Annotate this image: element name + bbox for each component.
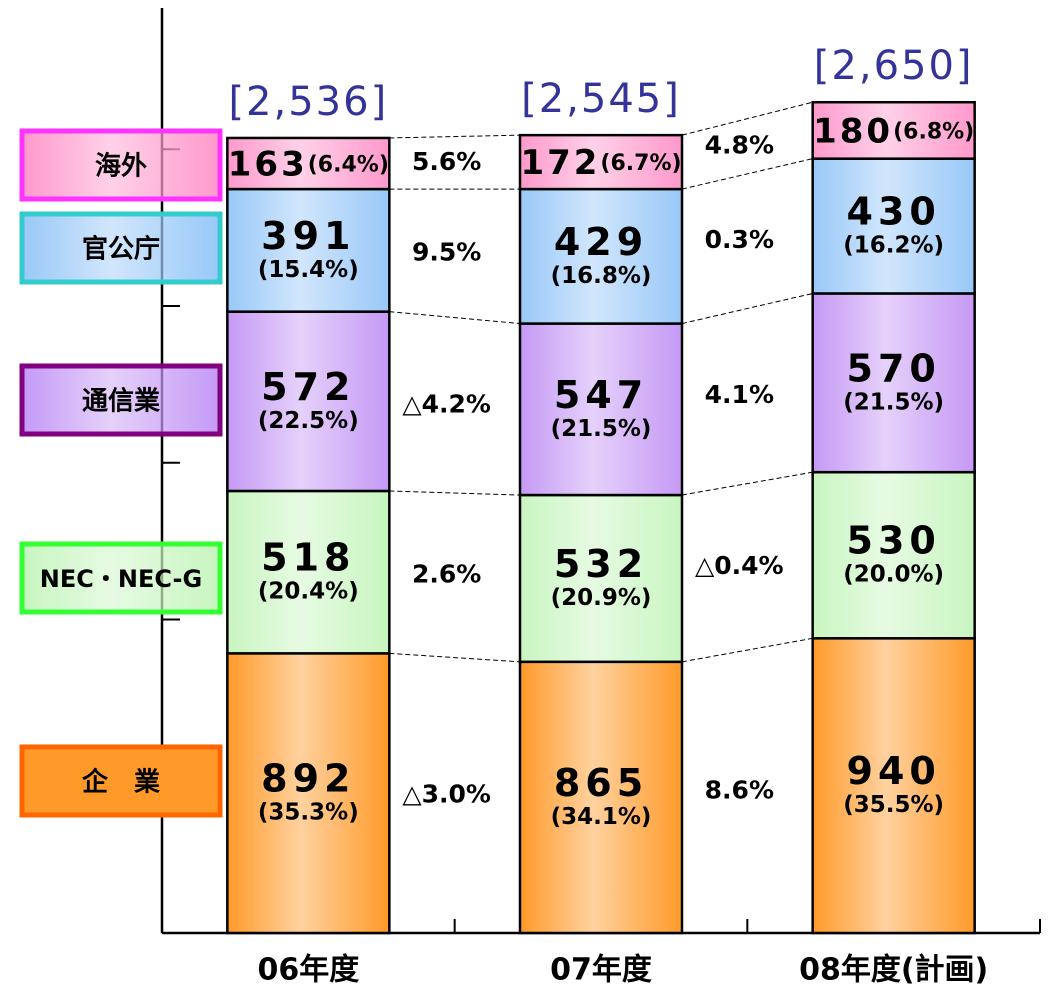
total-label: [2,650] (814, 43, 974, 89)
x-tick-label: 07年度 (550, 953, 652, 988)
value-label: 547 (554, 373, 648, 417)
share-label: (20.9%) (551, 585, 652, 611)
growth-label: △3.0% (402, 779, 491, 808)
value-label: 180 (813, 111, 893, 151)
segment-label: 172(6.7%) (520, 143, 681, 183)
bar-segment (811, 637, 976, 935)
legend-label: NEC・NEC-G (40, 565, 202, 593)
value-label: 429 (554, 220, 648, 264)
connector (389, 311, 521, 325)
share-label: (6.7%) (600, 151, 681, 176)
share-label: (20.4%) (258, 579, 359, 605)
bar-segment (226, 187, 391, 313)
legend-box (19, 128, 223, 202)
bar-segment (226, 136, 391, 191)
growth-label: 4.8% (705, 130, 774, 159)
x-tick-label: 08年度(計画) (799, 953, 988, 988)
legend-label: 海外 (95, 152, 147, 182)
connector (681, 292, 813, 325)
bar-segment (226, 310, 391, 493)
segment-label: 180(6.8%) (813, 111, 974, 151)
growth-label: 9.5% (412, 237, 481, 266)
share-label: (15.4%) (258, 257, 359, 283)
legend-box (19, 211, 223, 285)
share-label: (22.5%) (258, 408, 359, 434)
value-label: 430 (847, 190, 941, 234)
share-label: (6.4%) (308, 153, 389, 178)
legend-box (19, 363, 223, 437)
bar-segment (518, 187, 684, 325)
value-label: 532 (554, 542, 648, 586)
connector (389, 134, 521, 139)
connector (681, 637, 813, 663)
connector (681, 158, 813, 190)
value-label: 570 (847, 346, 941, 390)
share-label: (35.5%) (843, 792, 944, 818)
x-tick-label: 06年度 (257, 953, 359, 988)
value-label: 572 (261, 365, 355, 409)
connector (389, 652, 521, 663)
bar-segment (811, 292, 976, 474)
share-label: (6.8%) (893, 119, 974, 144)
growth-label: 4.1% (705, 380, 774, 409)
bar-segment (811, 157, 976, 295)
legend-box (19, 541, 223, 615)
bar-segment (811, 470, 976, 640)
value-label: 892 (261, 757, 355, 801)
value-label: 530 (847, 519, 941, 563)
growth-label: 0.3% (705, 225, 774, 254)
bar-segment (518, 133, 684, 191)
value-label: 940 (847, 749, 941, 793)
legend-label: 企 業 (82, 767, 160, 798)
bar-segment (811, 100, 976, 160)
growth-label: △0.4% (695, 551, 784, 580)
value-label: 391 (261, 214, 355, 258)
legend-box (19, 744, 223, 818)
growth-label: 2.6% (412, 559, 481, 588)
bar-segment (518, 493, 684, 664)
bar-segment (226, 652, 391, 935)
share-label: (21.5%) (843, 389, 944, 415)
value-label: 172 (520, 143, 600, 183)
segment-label: 163(6.4%) (228, 144, 389, 184)
share-label: (35.3%) (258, 800, 359, 826)
connector (389, 490, 521, 496)
share-label: (21.5%) (551, 416, 652, 442)
connector (681, 471, 813, 496)
value-label: 163 (228, 144, 308, 184)
share-label: (16.8%) (551, 263, 652, 289)
growth-label: △4.2% (402, 389, 491, 418)
growth-label: 8.6% (705, 776, 774, 805)
value-label: 865 (554, 761, 648, 805)
share-label: (34.1%) (551, 804, 652, 830)
growth-label: 5.6% (412, 147, 481, 176)
total-label: [2,536] (228, 79, 388, 125)
legend-label: 官公庁 (82, 234, 160, 265)
share-label: (20.0%) (843, 562, 944, 588)
value-label: 518 (261, 536, 355, 580)
legend-label: 通信業 (82, 387, 160, 417)
bar-segment (518, 660, 684, 935)
share-label: (16.2%) (843, 233, 944, 259)
total-label: [2,545] (521, 76, 681, 122)
connector (681, 101, 813, 136)
